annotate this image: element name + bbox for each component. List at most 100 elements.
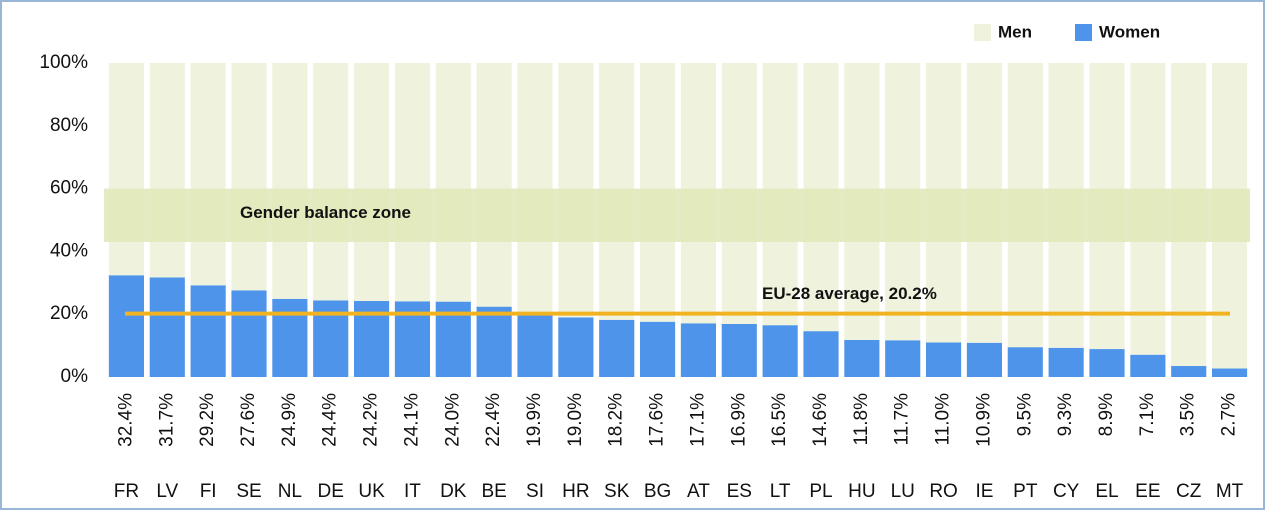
- value-label: 24.9%: [279, 393, 300, 447]
- bar-segment: [599, 319, 635, 377]
- value-label: 17.6%: [647, 393, 668, 447]
- x-tick-label: DE: [318, 481, 344, 502]
- y-tick-label: 60%: [50, 178, 88, 199]
- value-label: 18.2%: [606, 393, 627, 447]
- balance-zone: [104, 188, 1250, 242]
- value-label: 11.8%: [851, 393, 872, 446]
- value-label: 17.1%: [687, 393, 708, 447]
- value-label: 19.9%: [524, 393, 545, 447]
- x-tick-label: BG: [644, 481, 671, 502]
- bar-segment: [354, 63, 390, 302]
- legend-swatch: [1075, 24, 1092, 41]
- bar-segment: [844, 339, 880, 377]
- value-label: 2.7%: [1219, 393, 1240, 436]
- x-tick-label: SI: [526, 481, 544, 502]
- value-label: 22.4%: [483, 393, 504, 447]
- x-tick-label: LT: [770, 481, 791, 502]
- value-label: 11.0%: [933, 393, 954, 446]
- bar-segment: [394, 63, 430, 302]
- x-tick-label: EL: [1095, 481, 1118, 502]
- value-label: 24.2%: [361, 393, 382, 447]
- value-label: 27.6%: [238, 393, 259, 447]
- bar-segment: [1171, 366, 1207, 377]
- bar-segment: [517, 314, 553, 377]
- bar-segment: [149, 277, 185, 377]
- x-tick-label: LV: [156, 481, 178, 502]
- x-tick-label: BE: [481, 481, 506, 502]
- bar-segment: [721, 323, 757, 377]
- x-tick-label: HR: [562, 481, 589, 502]
- y-tick-label: 80%: [50, 115, 88, 136]
- value-label: 16.5%: [769, 393, 790, 447]
- x-tick-label: SE: [236, 481, 261, 502]
- y-tick-label: 100%: [39, 52, 88, 73]
- value-label: 24.0%: [442, 393, 463, 447]
- value-label: 29.2%: [197, 393, 218, 447]
- value-label: 9.3%: [1055, 393, 1076, 436]
- bar-segment: [190, 285, 226, 377]
- value-label: 7.1%: [1137, 393, 1158, 436]
- value-label: 3.5%: [1178, 393, 1199, 436]
- x-tick-label: FR: [114, 481, 139, 502]
- zone-label: Gender balance zone: [240, 203, 411, 222]
- value-label: 9.5%: [1014, 393, 1035, 436]
- bar-segment: [272, 298, 308, 377]
- x-tick-label: ES: [727, 481, 752, 502]
- bar-segment: [1212, 368, 1248, 377]
- y-tick-label: 20%: [50, 303, 88, 324]
- bar-segment: [966, 342, 1002, 377]
- legend-swatch: [974, 24, 991, 41]
- x-tick-label: NL: [278, 481, 302, 502]
- bar-segment: [272, 63, 308, 299]
- average-label: EU-28 average, 20.2%: [762, 284, 937, 303]
- bar-segment: [313, 63, 349, 301]
- value-label: 8.9%: [1096, 393, 1117, 436]
- x-tick-label: SK: [604, 481, 630, 502]
- bar-segment: [680, 323, 716, 377]
- bar-segment: [803, 331, 839, 377]
- y-tick-label: 0%: [61, 366, 89, 387]
- x-tick-label: RO: [929, 481, 958, 502]
- x-tick-label: FI: [200, 481, 217, 502]
- bar-segment: [476, 63, 512, 307]
- bar-segment: [762, 325, 798, 377]
- legend-label: Women: [1099, 22, 1160, 41]
- x-tick-label: UK: [358, 481, 385, 502]
- bar-segment: [108, 275, 144, 377]
- value-label: 32.4%: [115, 393, 136, 447]
- bar-segment: [926, 342, 962, 377]
- x-tick-label: IT: [404, 481, 421, 502]
- bar-segment: [1007, 347, 1043, 377]
- bar-segment: [476, 306, 512, 377]
- value-label: 24.1%: [401, 393, 422, 447]
- bar-segment: [1089, 349, 1125, 377]
- value-label: 31.7%: [156, 393, 177, 447]
- x-tick-label: LU: [891, 481, 915, 502]
- value-label: 16.9%: [728, 393, 749, 447]
- x-tick-label: MT: [1216, 481, 1244, 502]
- bar-segment: [558, 317, 594, 377]
- value-label: 11.7%: [892, 393, 913, 446]
- x-tick-label: IE: [975, 481, 993, 502]
- legend-label: Men: [998, 22, 1032, 41]
- bar-segment: [885, 340, 921, 377]
- bar-segment: [108, 63, 144, 276]
- x-tick-label: EE: [1135, 481, 1160, 502]
- value-label: 19.0%: [565, 393, 586, 447]
- x-tick-label: HU: [848, 481, 875, 502]
- bar-segment: [1048, 347, 1084, 377]
- bar-segment: [190, 63, 226, 286]
- bar-segment: [435, 63, 471, 302]
- bar-segment: [231, 290, 267, 377]
- x-tick-label: AT: [687, 481, 710, 502]
- value-label: 24.4%: [320, 393, 341, 447]
- x-tick-label: PT: [1013, 481, 1038, 502]
- bar-segment: [640, 321, 676, 377]
- bar-segment: [1130, 354, 1166, 377]
- bar-segment: [231, 63, 267, 291]
- x-tick-label: PL: [809, 481, 832, 502]
- x-tick-label: CZ: [1176, 481, 1202, 502]
- value-label: 10.9%: [973, 393, 994, 447]
- value-label: 14.6%: [810, 393, 831, 447]
